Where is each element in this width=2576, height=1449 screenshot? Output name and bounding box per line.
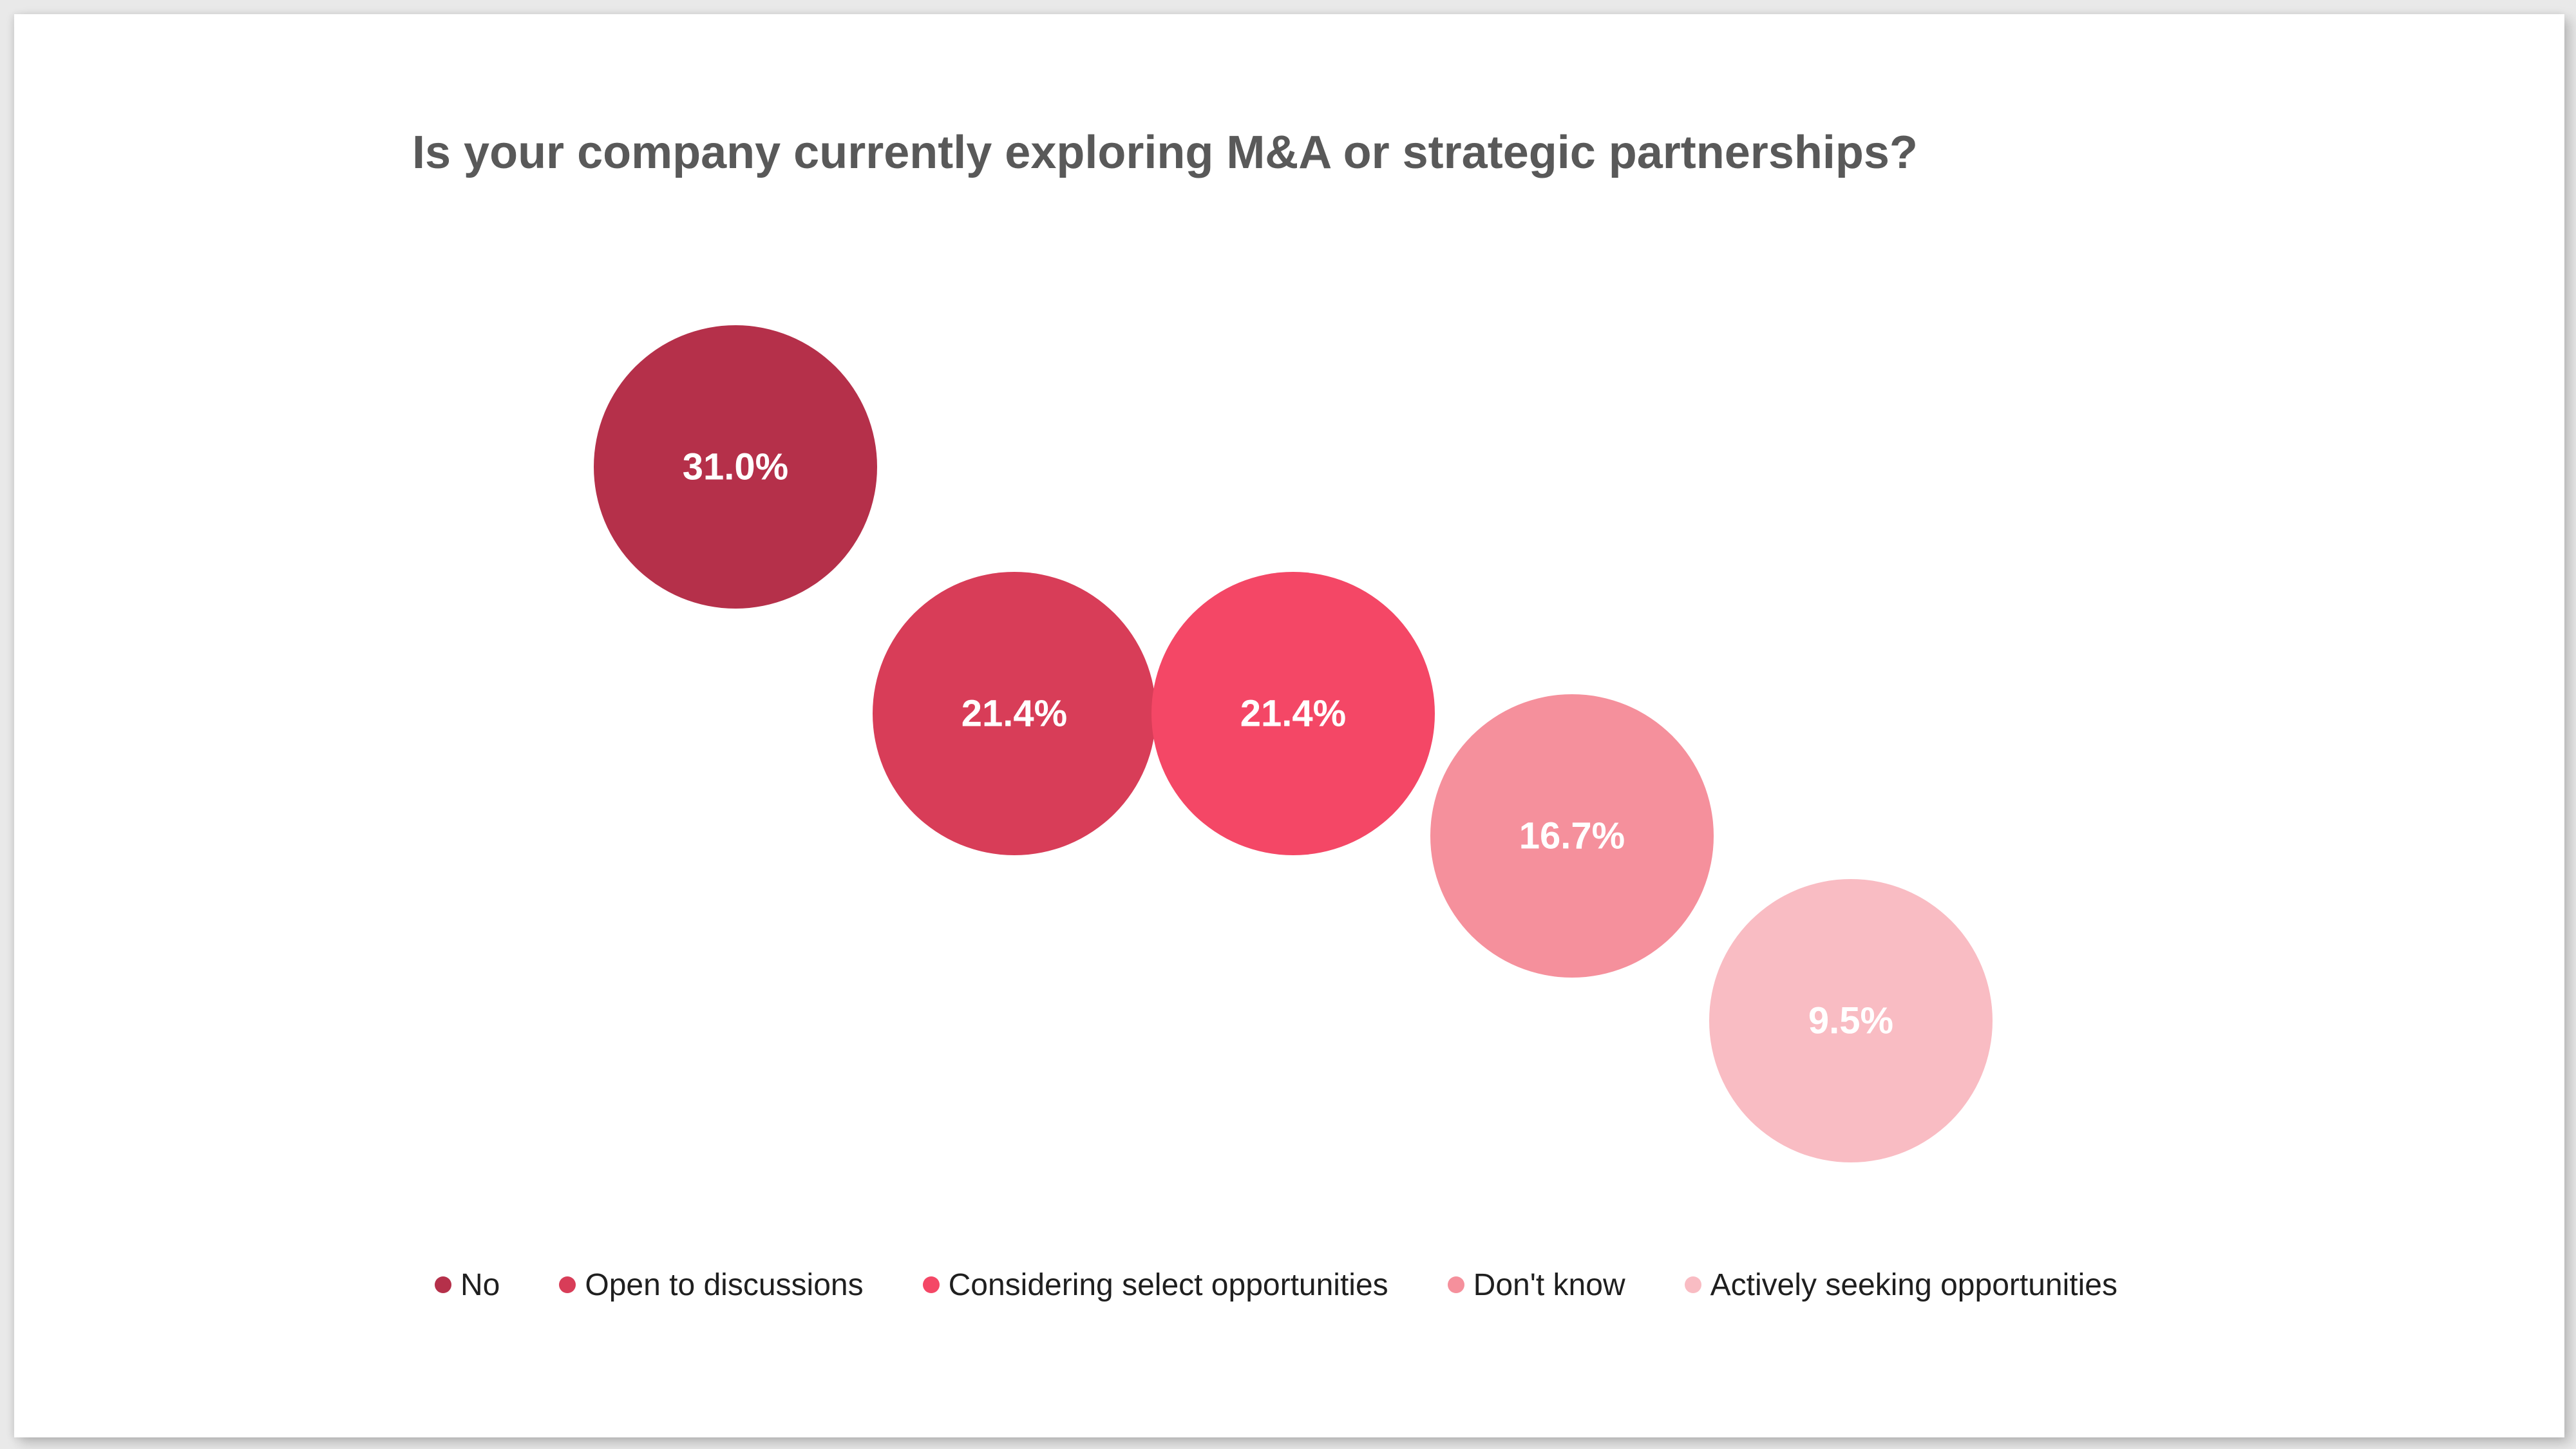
bubble-2 [873, 572, 1156, 855]
chart-title: Is your company currently exploring M&A … [412, 127, 1918, 178]
legend-item: Open to discussions [559, 1267, 864, 1303]
legend-marker [922, 1276, 940, 1293]
bubble-label-5: 9.5% [1808, 1000, 1893, 1042]
bubble-label-4: 16.7% [1519, 815, 1625, 857]
bubble-series: 31.0% 21.4% 21.4% 16.7% 9.5% [594, 325, 1993, 1162]
bubble-label-2: 21.4% [961, 693, 1067, 735]
bubble-5 [1709, 879, 1993, 1162]
legend-marker [559, 1276, 576, 1293]
chart-legend: No Open to discussions Considering select … [435, 1262, 2367, 1307]
legend-marker [1447, 1276, 1464, 1293]
legend-item: No [435, 1267, 500, 1303]
legend-marker [435, 1276, 451, 1293]
legend-item: Actively seeking opportunities [1684, 1267, 2117, 1303]
legend-marker [1684, 1276, 1701, 1293]
legend-item: Considering select opportunities [922, 1267, 1388, 1303]
bubble-label-3: 21.4% [1240, 693, 1346, 735]
bubble-label-1: 31.0% [683, 446, 788, 488]
legend-label: Don't know [1473, 1267, 1625, 1302]
legend-label: Open to discussions [585, 1267, 864, 1302]
bubble-1 [594, 325, 877, 609]
bubble-4 [1430, 694, 1714, 978]
legend-label: Actively seeking opportunities [1710, 1267, 2117, 1302]
legend-item: Don't know [1447, 1267, 1625, 1303]
legend-label: No [460, 1267, 500, 1302]
bubble-3 [1151, 572, 1435, 855]
legend-label: Considering select opportunities [948, 1267, 1388, 1302]
